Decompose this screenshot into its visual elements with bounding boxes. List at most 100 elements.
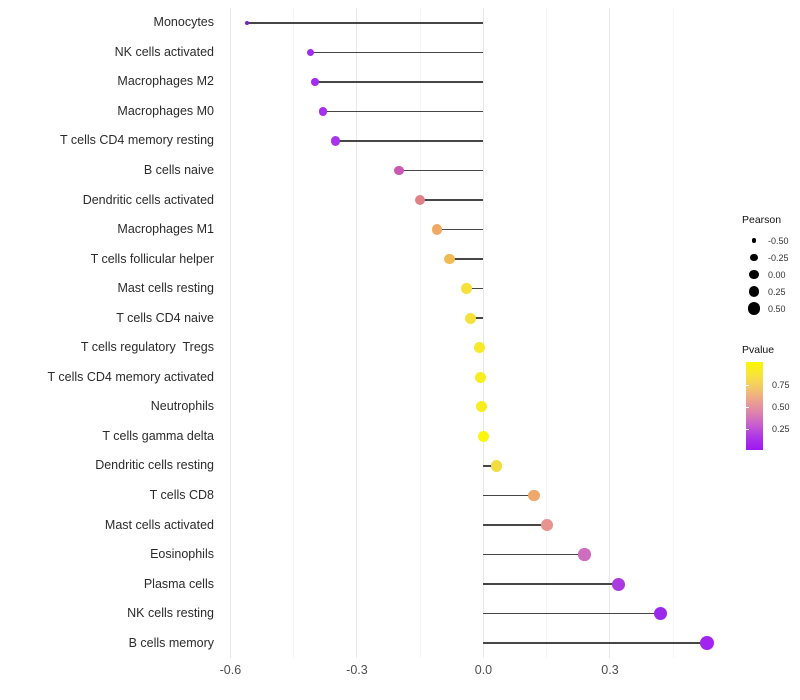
y-axis-label: Plasma cells xyxy=(143,576,214,591)
y-axis-label: T cells CD4 naive xyxy=(116,310,214,325)
lollipop-stem xyxy=(483,465,497,467)
lollipop-dot xyxy=(444,253,455,265)
lollipop-dot xyxy=(465,312,477,324)
y-axis-label: Neutrophils xyxy=(150,399,214,414)
lollipop-dot xyxy=(461,283,472,295)
lollipop-dot xyxy=(245,20,250,25)
lollipop-dot xyxy=(611,577,625,591)
lollipop-dot xyxy=(653,606,668,621)
lollipop-dot xyxy=(475,371,487,383)
lollipop-stem xyxy=(323,110,484,113)
lollipop-dot xyxy=(490,460,502,472)
size-legend-label: 0.50 xyxy=(768,303,786,314)
y-axis-label: Macrophages M1 xyxy=(117,222,214,237)
size-legend-label: -0.25 xyxy=(768,252,789,263)
y-axis-label: Macrophages M2 xyxy=(117,74,214,89)
size-legend-dot xyxy=(748,286,760,297)
x-tick-label: -0.3 xyxy=(346,663,368,677)
lollipop-dot xyxy=(528,489,540,502)
pvalue-tick xyxy=(746,428,749,430)
gridline-minor xyxy=(293,8,295,658)
pvalue-label: 0.50 xyxy=(772,401,790,412)
size-legend-entry: -0.50 xyxy=(742,232,800,249)
size-legend-label: 0.25 xyxy=(768,286,786,297)
y-axis-label: T cells CD4 memory resting xyxy=(60,133,214,148)
gridline-major xyxy=(356,8,358,658)
pvalue-gradient-bar: 0.75 0.50 0.25 xyxy=(746,362,790,450)
lollipop-stem xyxy=(399,169,484,172)
size-legend-dot xyxy=(747,302,761,315)
y-axis-label: T cells gamma delta xyxy=(102,428,214,443)
size-legend-entry: -0.25 xyxy=(742,249,800,266)
lollipop-stem xyxy=(483,583,619,585)
lollipop-dot xyxy=(331,136,341,146)
lollipop-stem xyxy=(310,51,484,54)
size-legend-entry: 0.00 xyxy=(742,266,800,283)
size-legend-label: 0.00 xyxy=(768,269,786,280)
lollipop-dot xyxy=(540,519,553,531)
lollipop-dot xyxy=(306,48,315,57)
lollipop-stem xyxy=(420,199,484,201)
lollipop-dot xyxy=(473,342,485,354)
y-axis-label: B cells memory xyxy=(128,635,214,650)
lollipop-dot xyxy=(394,165,405,176)
size-legend-title: Pearson xyxy=(742,214,782,226)
size-legend-pearson: Pearson -0.50 -0.25 0.00 0.25 0.50 xyxy=(742,214,800,317)
y-axis-label: Dendritic cells resting xyxy=(95,458,214,473)
y-axis-label: NK cells resting xyxy=(127,606,214,621)
y-axis-label: Macrophages M0 xyxy=(117,103,214,118)
x-tick-label: 0.0 xyxy=(474,663,493,677)
y-axis-label: B cells naive xyxy=(143,163,214,177)
gridline-major xyxy=(229,8,231,658)
y-axis-label: Mast cells resting xyxy=(117,281,214,296)
lollipop-dot xyxy=(699,636,715,651)
pvalue-label: 0.75 xyxy=(772,379,790,390)
size-legend-dot xyxy=(749,269,759,280)
size-legend-dot xyxy=(750,253,758,262)
size-legend-entry: 0.25 xyxy=(742,283,800,300)
lollipop-dot xyxy=(578,548,591,561)
gridline-major xyxy=(482,8,484,658)
lollipop-stem xyxy=(449,258,484,260)
gridline-minor xyxy=(419,8,421,658)
x-tick-label: -0.6 xyxy=(219,663,242,677)
color-legend-pvalue: Pvalue 0.75 0.50 0.25 xyxy=(742,344,800,450)
lollipop-dot xyxy=(475,401,487,413)
color-legend-title: Pvalue xyxy=(742,344,775,356)
lollipop-dot xyxy=(431,224,443,235)
y-axis-label: Mast cells activated xyxy=(104,517,214,532)
size-legend-entries: -0.50 -0.25 0.00 0.25 0.50 xyxy=(742,232,800,317)
lollipop-stem xyxy=(247,22,484,24)
lollipop-stem xyxy=(483,642,707,644)
lollipop-stem xyxy=(437,228,484,231)
size-legend-entry: 0.50 xyxy=(742,300,800,317)
gridline-major xyxy=(609,8,611,658)
lollipop-dot xyxy=(415,194,426,206)
lollipop-stem xyxy=(483,494,535,497)
y-axis-label: Eosinophils xyxy=(150,547,214,562)
pvalue-tick xyxy=(746,406,749,408)
gridline-minor xyxy=(546,8,548,658)
lollipop-stem xyxy=(483,612,661,615)
gridline-minor xyxy=(672,8,674,658)
lollipop-stem xyxy=(314,81,484,83)
size-legend-label: -0.50 xyxy=(768,235,789,246)
lollipop-stem xyxy=(466,287,484,290)
lollipop-stem xyxy=(483,553,585,556)
pvalue-tick xyxy=(746,384,749,386)
y-axis-label: Monocytes xyxy=(153,15,214,30)
size-legend-dot xyxy=(751,238,757,243)
y-axis-label: T cells regulatory Tregs xyxy=(80,340,214,355)
y-axis-label: T cells CD4 memory activated xyxy=(47,369,215,384)
y-axis-label: Dendritic cells activated xyxy=(82,192,214,207)
y-axis-label: T cells CD8 xyxy=(149,488,214,502)
lollipop-dot xyxy=(310,77,319,86)
lollipop-stem xyxy=(483,524,547,526)
lollipop-stem xyxy=(470,317,484,319)
y-axis-label: T cells follicular helper xyxy=(90,251,214,266)
y-axis-label: NK cells activated xyxy=(114,44,214,59)
lollipop-stem xyxy=(335,140,484,142)
pvalue-label: 0.25 xyxy=(772,423,790,434)
x-tick-label: 0.3 xyxy=(601,663,619,677)
